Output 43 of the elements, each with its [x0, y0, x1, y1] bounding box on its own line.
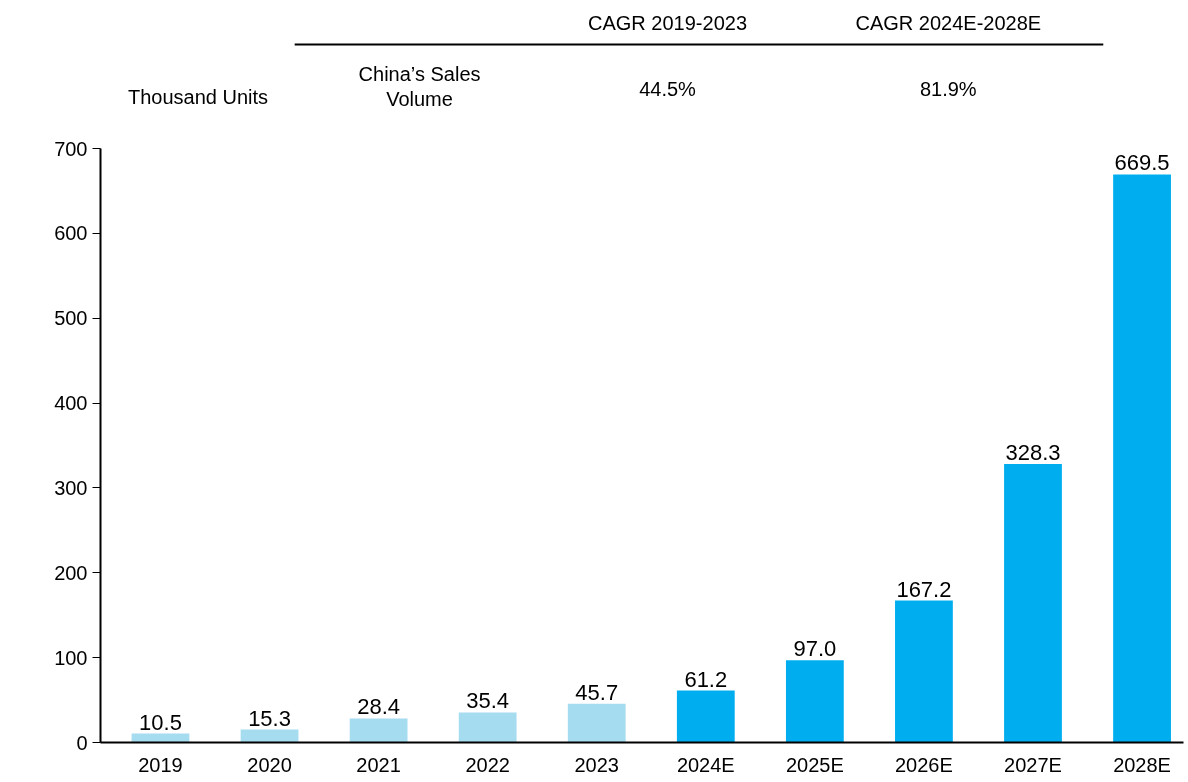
- y-tick-label: 600: [54, 222, 88, 245]
- y-tick-label: 400: [54, 392, 88, 415]
- text: 81.9%: [919, 77, 977, 100]
- x-tick-label: 2023: [574, 753, 619, 776]
- bar: [240, 729, 299, 743]
- bar: [1113, 174, 1171, 743]
- data-label: 167.2: [896, 576, 952, 602]
- bar: [895, 600, 953, 743]
- x-tick-label: 2020: [247, 753, 292, 776]
- y-tick-label: 100: [54, 646, 88, 669]
- bar: [349, 718, 408, 743]
- data-label: 10.5: [139, 709, 182, 735]
- y-axis-title: Thousand Units: [128, 85, 269, 108]
- text: China’s Sales Volume: [358, 62, 481, 111]
- data-label: 28.4: [357, 694, 401, 720]
- x-tick-label: 2024E: [676, 753, 735, 776]
- x-tick-label: 2022: [465, 753, 510, 776]
- y-tick-label: 200: [54, 561, 88, 584]
- text: CAGR 2019-2023: [588, 11, 748, 34]
- data-label: 45.7: [575, 679, 619, 705]
- text: CAGR 2024E-2028E: [855, 11, 1042, 34]
- x-tick-label: 2019: [138, 753, 183, 776]
- x-tick-label: 2028E: [1113, 753, 1171, 776]
- data-label: 328.3: [1005, 439, 1061, 465]
- y-tick-label: 500: [54, 307, 88, 330]
- x-tick-label: 2026E: [895, 753, 953, 776]
- data-label: 35.4: [466, 688, 510, 714]
- data-label: 97.0: [793, 636, 837, 662]
- y-tick-label: 0: [76, 731, 88, 754]
- x-tick-label: 2027E: [1004, 753, 1062, 776]
- y-tick-label: 300: [54, 476, 88, 499]
- text: 44.5%: [639, 77, 697, 100]
- x-tick-label: 2025E: [785, 753, 844, 776]
- bar: [567, 703, 626, 743]
- bar: [785, 660, 844, 743]
- bar: [676, 690, 735, 743]
- data-label: 669.5: [1114, 150, 1170, 176]
- data-label: 15.3: [248, 705, 291, 731]
- x-tick-label: 2021: [356, 753, 401, 776]
- bar: [1004, 463, 1062, 743]
- bar: [458, 712, 517, 743]
- data-label: 61.2: [684, 666, 728, 692]
- y-tick-label: 700: [54, 137, 88, 160]
